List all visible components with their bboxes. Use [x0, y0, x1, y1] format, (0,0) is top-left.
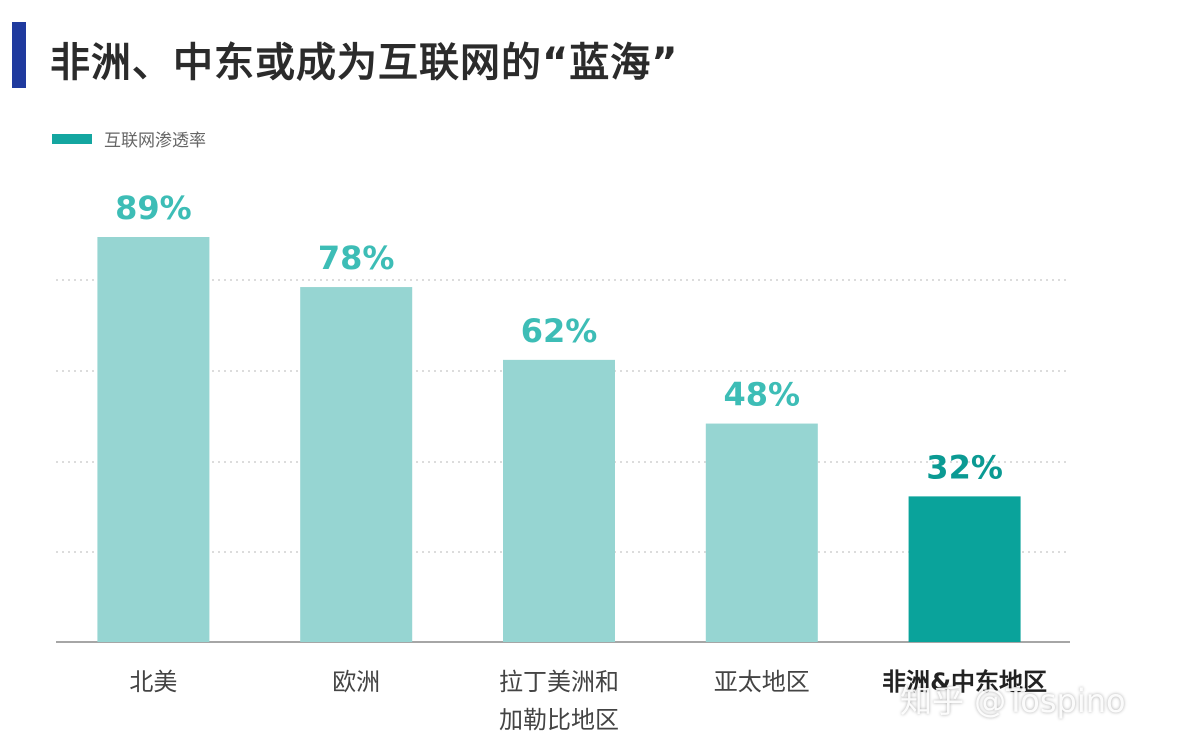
category-label-2-line-0: 拉丁美洲和 — [499, 668, 619, 696]
data-label-4: 32% — [926, 448, 1003, 486]
title-accent-bar — [12, 22, 26, 88]
category-label-3: 亚太地区 — [714, 668, 810, 696]
category-label-1: 欧洲 — [332, 668, 380, 696]
legend-label: 互联网渗透率 — [104, 131, 206, 151]
legend: 互联网渗透率 — [52, 126, 206, 151]
data-label-3: 48% — [724, 376, 801, 414]
bar-3 — [705, 423, 818, 642]
category-label-2-line-1: 加勒比地区 — [499, 706, 619, 734]
data-label-2: 62% — [521, 312, 598, 350]
chart-title: 非洲、中东或成为互联网的“蓝海” — [50, 40, 679, 86]
data-label-1: 78% — [318, 239, 395, 277]
bar-0 — [97, 237, 210, 642]
data-label-0: 89% — [115, 189, 192, 227]
bar-2 — [503, 359, 615, 642]
bar-1 — [300, 287, 413, 642]
category-label-4: 非洲&中东地区 — [882, 668, 1047, 696]
category-label-0: 北美 — [129, 668, 177, 696]
watermark: 知乎 @Tospino — [900, 682, 1126, 720]
legend-swatch — [52, 133, 92, 144]
bar-4 — [908, 496, 1021, 642]
